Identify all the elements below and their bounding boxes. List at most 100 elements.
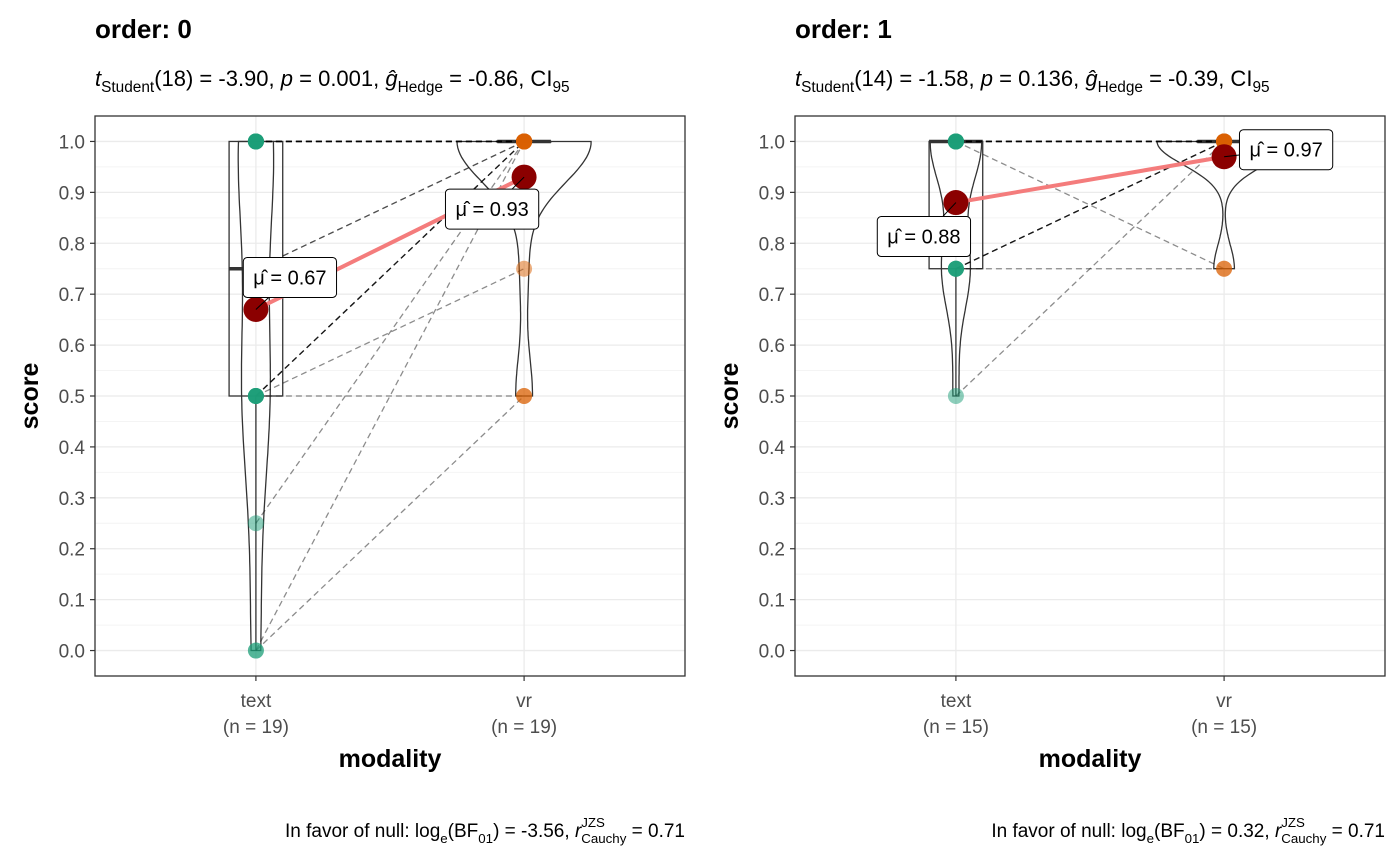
x-axis-title: modality [339,745,442,773]
mean-label-box [242,256,338,298]
mean-label-box [1238,129,1334,171]
point [1216,260,1233,277]
pair-line [255,141,525,651]
panel-title: order: 1 [795,14,892,44]
rich-text-part: (18) = -3.90, [154,66,281,91]
point [947,133,964,150]
rich-text-part: Hedge [1098,79,1143,96]
rich-text-part: JZS [1281,815,1305,830]
rich-text-part: Student [101,79,155,96]
x-tick-n-label: (n = 19) [491,717,557,738]
panel: order: 1 tStudent(14) = -1.58, p = 0.136,… [716,14,1386,846]
y-tick-label: 0.2 [59,540,85,561]
rich-text-part: Cauchy [1281,831,1326,846]
rich-text-part: Cauchy [581,831,626,846]
rich-text-part: Hedge [398,79,443,96]
rich-text-part: 95 [552,79,569,96]
rich-text-part: ĝ [385,66,398,91]
point [247,642,264,659]
point [947,388,964,404]
panel: order: 0 tStudent(18) = -3.90, p = 0.001,… [16,14,686,846]
mean-label-box [444,188,540,230]
mean-label: μ̂ = 0.93 [455,199,528,221]
x-tick-n-label: (n = 15) [1191,717,1257,738]
panel-subtitle: tStudent(18) = -3.90, p = 0.001, ĝHedge … [95,66,570,96]
x-tick-label: vr [516,691,533,712]
violin [1156,140,1292,270]
point [247,515,264,532]
rich-text-part: r [575,821,582,842]
x-tick-n-label: (n = 15) [923,717,989,738]
x-tick-label: text [941,691,972,712]
y-tick-label: 0.6 [759,336,785,357]
rich-text-part: = -0.86, CI [443,66,552,91]
pair-line [955,140,1225,397]
panel-title: order: 0 [95,14,192,44]
rich-text-part: = 0.136, [993,66,1085,91]
rich-text-part: In favor of null: log [285,821,440,842]
mean-line [955,154,1225,205]
y-tick-label: 0.7 [759,285,785,306]
point [516,260,533,277]
rich-text-part: p [980,66,993,91]
rich-text-part: e [1147,831,1154,846]
panel-border [794,115,1386,677]
rich-text-part: ĝ [1085,66,1098,91]
y-axis-title: score [716,363,744,430]
rich-text-part: 01 [1185,831,1200,846]
rich-text-part: In favor of null: log [991,821,1146,842]
point [516,388,533,404]
y-tick-label: 0.9 [759,183,785,204]
mean-label: μ̂ = 0.88 [887,227,960,249]
rich-text-part: = 0.71 [1326,821,1385,842]
y-tick-label: 0.4 [59,438,86,459]
panel-border [94,115,686,677]
y-tick-label: 0.5 [759,387,785,408]
y-tick-label: 0.8 [59,234,85,255]
caption: In favor of null: loge(BF01) = -3.56, rJ… [285,815,685,846]
y-tick-label: 0.3 [759,489,785,510]
caption: In favor of null: loge(BF01) = 0.32, rJZ… [991,815,1385,846]
point [247,133,264,150]
y-tick-label: 1.0 [59,132,85,153]
rich-text-part: ) = 0.32, [1199,821,1275,842]
rich-text-part: t [95,66,102,91]
y-tick-label: 0.8 [759,234,785,255]
mean-label: μ̂ = 0.67 [253,267,326,289]
y-tick-label: 0.6 [59,336,85,357]
rich-text-part: r [1275,821,1282,842]
rich-text-part: ) = -3.56, [493,821,575,842]
x-tick-label: text [241,691,272,712]
pair-line [255,141,525,524]
mean-label-box [876,216,972,258]
mean-label: μ̂ = 0.97 [1249,140,1322,162]
y-tick-label: 0.9 [59,183,85,204]
pair-line [255,140,525,397]
rich-text-part: (BF [1154,821,1185,842]
pair-line [255,140,525,397]
rich-text-part: = -0.39, CI [1143,66,1252,91]
x-axis-title: modality [1039,745,1142,773]
y-tick-label: 0.0 [59,642,85,663]
y-tick-label: 0.3 [59,489,85,510]
point [247,388,264,404]
y-tick-label: 0.7 [59,285,85,306]
y-tick-label: 0.0 [759,642,785,663]
rich-text-part: 95 [1252,79,1269,96]
y-axis-title: score [16,363,44,430]
rich-text-part: t [795,66,802,91]
pair-line [255,395,525,652]
point [947,260,964,277]
rich-text-part: (BF [448,821,479,842]
rich-text-part: = 0.001, [293,66,385,91]
violin [456,140,592,397]
rich-text-part: p [280,66,293,91]
rich-text-part: (14) = -1.58, [854,66,981,91]
rich-text-part: JZS [581,815,605,830]
panel-subtitle: tStudent(14) = -1.58, p = 0.136, ĝHedge … [795,66,1270,96]
y-tick-label: 0.1 [59,591,85,612]
rich-text-part: Student [801,79,855,96]
pair-line [255,140,525,397]
